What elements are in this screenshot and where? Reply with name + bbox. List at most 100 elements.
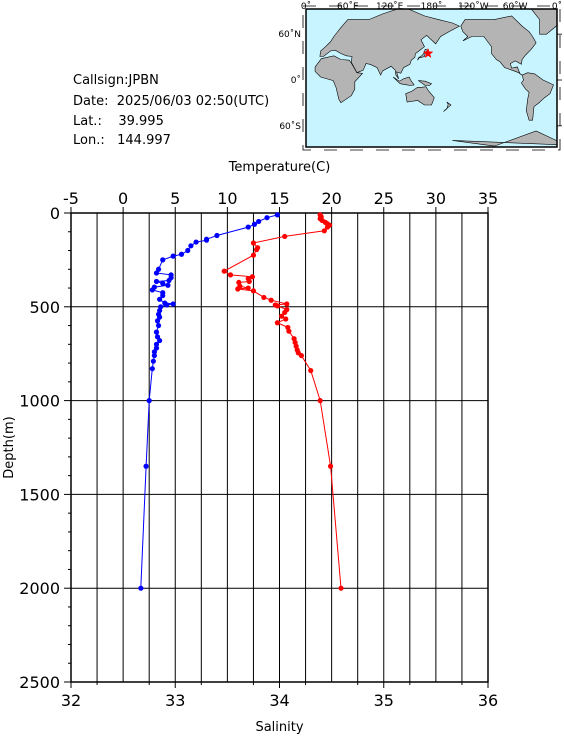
- salinity-point: [154, 318, 161, 324]
- temperature-tick-label: 20: [321, 189, 341, 208]
- map-frame: [305, 8, 558, 148]
- depth-axis-label: Depth(m): [2, 416, 17, 478]
- depth-tick-label: 1000: [19, 392, 60, 411]
- depth-tick-label: 0: [50, 204, 60, 223]
- salinity-tick-label: 32: [61, 691, 81, 710]
- map-longitude-label: 180˚: [421, 1, 443, 12]
- temperature-tick-label: 30: [426, 189, 446, 208]
- lat-line: Lat.: 39.995: [73, 114, 164, 129]
- landmass-new-zealand: [443, 101, 452, 112]
- temperature-point: [317, 398, 323, 404]
- map-latitude-label: 0˚: [291, 75, 301, 86]
- salinity-point: [170, 301, 176, 307]
- salinity-point: [149, 287, 155, 293]
- salinity-point: [160, 292, 166, 299]
- temperature-tick-label: 15: [269, 189, 289, 208]
- temperature-line: [223, 214, 342, 589]
- temperature-point: [246, 278, 252, 285]
- temperature-point: [282, 233, 288, 240]
- temperature-point: [298, 352, 304, 359]
- salinity-point: [214, 232, 220, 239]
- salinity-point: [274, 212, 281, 218]
- temperature-point: [250, 288, 257, 294]
- salinity-point: [143, 463, 149, 469]
- landmass-indonesia: [392, 76, 415, 86]
- salinity-point: [151, 349, 157, 355]
- salinity-point: [256, 218, 262, 225]
- landmass-africa: [314, 55, 364, 104]
- temperature-tick-label: -5: [63, 189, 79, 208]
- callsign-line: Callsign:JPBN: [73, 73, 159, 88]
- temperature-point: [235, 286, 241, 292]
- temperature-point: [250, 252, 257, 258]
- lat-label: Lat.:: [73, 114, 102, 129]
- temperature-point: [327, 463, 334, 469]
- salinity-point: [185, 247, 191, 254]
- salinity-tick-label: 34: [269, 691, 289, 710]
- temperature-point: [338, 585, 344, 591]
- date-value: 2025/06/03 02:50(UTC): [116, 94, 270, 109]
- salinity-point: [153, 278, 160, 285]
- temperature-tick-label: 0: [118, 189, 128, 208]
- temperature-point: [278, 313, 285, 319]
- temperature-point: [308, 367, 314, 374]
- temperature-point: [268, 297, 274, 303]
- callsign-label: Callsign:: [73, 73, 129, 88]
- temperature-point: [227, 272, 234, 278]
- temperature-point: [250, 240, 257, 246]
- salinity-tick-label: 35: [374, 691, 394, 710]
- lon-line: Lon.: 144.997: [73, 133, 171, 148]
- landmass-greenland: [530, 9, 557, 35]
- map-latitude-label: 60˚S: [279, 121, 301, 132]
- salinity-point: [203, 237, 210, 243]
- landmass-new-guinea: [418, 80, 433, 86]
- callsign-value: JPBN: [128, 73, 159, 88]
- map-longitude-label: 0˚: [552, 1, 562, 12]
- temperature-point: [282, 309, 288, 316]
- salinity-point: [150, 358, 156, 364]
- map-longitude-label: 60˚E: [337, 1, 359, 12]
- landmass-australia: [405, 86, 435, 106]
- temperature-point: [253, 246, 260, 253]
- salinity-point: [178, 251, 185, 257]
- temperature-point: [249, 274, 255, 280]
- date-line: Date: 2025/06/03 02:50(UTC): [73, 94, 269, 109]
- temperature-axis-label: Temperature(C): [228, 160, 331, 175]
- map-land-group: [314, 9, 557, 147]
- map-checker-border: [302, 5, 561, 151]
- temperature-tick-label: 10: [217, 189, 237, 208]
- temperature-point: [321, 228, 327, 234]
- salinity-line: [140, 214, 278, 589]
- salinity-point: [188, 243, 194, 249]
- station-marker-star-icon: [422, 47, 434, 59]
- lon-label: Lon.:: [73, 133, 105, 148]
- salinity-point: [151, 352, 157, 359]
- map-latitude-label: 60˚N: [278, 29, 301, 40]
- lat-value: 39.995: [118, 114, 164, 129]
- map-longitude-label: 0˚: [301, 1, 311, 12]
- salinity-point: [245, 224, 251, 230]
- temperature-point: [274, 320, 281, 326]
- salinity-point: [166, 277, 172, 284]
- temperature-point: [283, 316, 289, 322]
- salinity-point: [155, 322, 162, 329]
- temperature-point: [284, 301, 290, 307]
- salinity-point: [157, 296, 163, 302]
- salinity-tick-label: 33: [165, 691, 185, 710]
- map-longitude-label: 60˚W: [503, 1, 528, 12]
- landmass-north-america: [460, 15, 537, 76]
- salinity-axis-label: Salinity: [255, 720, 303, 735]
- salinity-tick-label: 36: [478, 691, 498, 710]
- salinity-point: [157, 337, 163, 344]
- depth-tick-label: 2000: [19, 579, 60, 598]
- temperature-point: [286, 328, 292, 334]
- temperature-tick-label: 25: [374, 189, 394, 208]
- temperature-point: [274, 303, 281, 309]
- temperature-tick-label: 35: [478, 189, 498, 208]
- salinity-point: [153, 341, 160, 347]
- temperature-point: [261, 294, 267, 301]
- depth-tick-label: 2500: [19, 673, 60, 692]
- salinity-point: [146, 398, 152, 404]
- salinity-point: [193, 239, 199, 245]
